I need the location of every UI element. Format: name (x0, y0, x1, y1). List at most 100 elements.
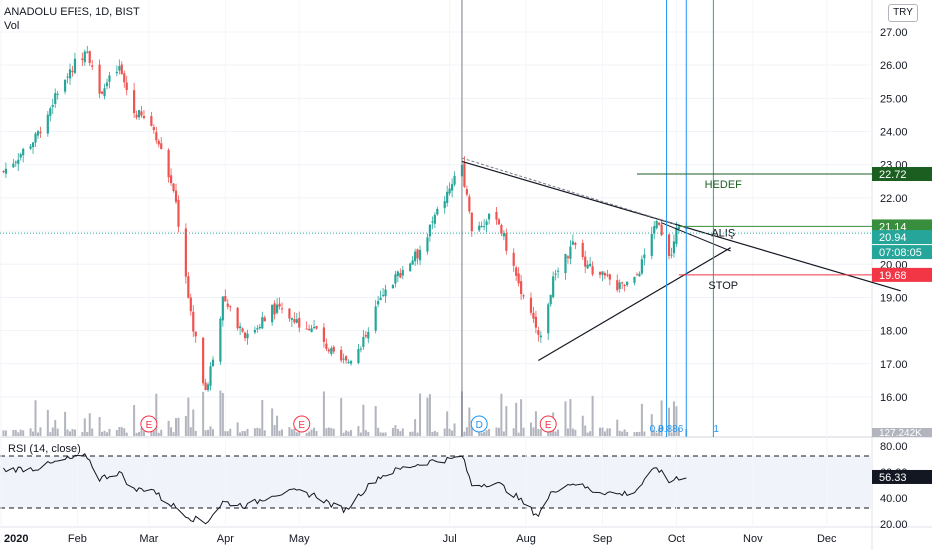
volume-bar (64, 411, 67, 436)
candle-body (537, 330, 540, 335)
candle-body (364, 334, 367, 337)
event-marker[interactable] (539, 415, 557, 433)
countdown-badge-bg (872, 245, 932, 260)
volume-bar (202, 391, 205, 436)
volume-bar (571, 428, 574, 436)
candle-body (86, 51, 89, 53)
volume-bar (589, 431, 592, 436)
volume-bar (601, 427, 604, 436)
candle-body (241, 328, 244, 332)
candle-body (293, 319, 296, 323)
candle-body (660, 224, 663, 236)
event-marker[interactable] (470, 415, 488, 433)
candle-body (520, 281, 523, 295)
candle-body (677, 227, 680, 229)
candle-body (258, 326, 261, 329)
volume-bar (276, 415, 279, 436)
volume-bar (88, 413, 91, 436)
candle-body (187, 276, 190, 298)
candle-body (532, 312, 535, 319)
candle-body (108, 75, 111, 82)
volume-bar (4, 430, 7, 436)
candle-body (601, 271, 604, 275)
candle-body (608, 274, 611, 280)
volume-bar (271, 408, 274, 436)
currency-button[interactable]: TRY (888, 4, 918, 22)
candle-body (280, 308, 284, 310)
triangle-right-edge[interactable] (661, 222, 731, 252)
volume-bar (108, 428, 111, 436)
volume-bar (359, 432, 362, 436)
candle-body (643, 254, 646, 259)
candle-body (137, 110, 141, 118)
candle-body (416, 249, 419, 259)
candle-body (29, 146, 32, 149)
symbol-title: ANADOLU EFES, 1D, BIST (4, 6, 140, 18)
volume-last-badge: 127.242K (879, 428, 922, 439)
candle-body (68, 69, 72, 79)
volume-bar (221, 393, 224, 436)
candle-body (209, 366, 212, 386)
candle-body (308, 329, 311, 331)
volume-bar (189, 427, 192, 436)
volume-bar (152, 431, 155, 436)
candle-body (650, 233, 653, 256)
event-marker[interactable] (140, 415, 158, 433)
volume-bar (246, 428, 249, 436)
candle-body (433, 214, 436, 224)
candle-body (39, 131, 42, 134)
candle-body (219, 318, 222, 362)
candle-body (349, 361, 353, 364)
event-marker-label: E (298, 420, 305, 431)
candle-body (278, 303, 281, 307)
volume-bar (29, 428, 32, 436)
volume-bar (557, 429, 560, 436)
volume-bar (660, 400, 663, 436)
volume-bar (399, 431, 402, 436)
event-marker[interactable] (293, 415, 311, 433)
volume-bar (377, 427, 380, 436)
candle-body (591, 266, 594, 275)
volume-bar (150, 432, 153, 436)
candle-body (446, 191, 449, 204)
volume-bar (495, 427, 498, 436)
candle-body (672, 241, 676, 254)
candle-body (357, 349, 360, 364)
candle-body (340, 349, 343, 361)
volume-bar (157, 432, 160, 436)
candle-body (342, 358, 345, 360)
volume-bar (115, 430, 118, 436)
dashed-trendline[interactable] (461, 157, 677, 225)
candle-body (377, 301, 380, 305)
volume-bar (465, 427, 468, 436)
candle-body (534, 316, 538, 328)
candle-body (256, 328, 259, 330)
candle-body (167, 149, 170, 178)
candle-body (512, 252, 515, 266)
volume-bar (239, 432, 242, 436)
time-tick-label: 2020 (4, 533, 28, 545)
volume-bar (133, 404, 136, 436)
volume-bar (32, 431, 35, 436)
volume-bar (401, 428, 404, 436)
volume-bar (581, 415, 584, 436)
candle-body (169, 175, 173, 184)
volume-bar (670, 432, 673, 436)
volume-bar (347, 431, 350, 436)
volume-bar (288, 427, 291, 436)
volume-bar (22, 430, 25, 436)
ascending-trendline[interactable] (538, 247, 731, 361)
candle-body (606, 274, 609, 276)
volume-bar (367, 431, 370, 436)
volume-bar (379, 432, 382, 436)
volume-bar (616, 419, 619, 436)
volume-bar (258, 428, 261, 436)
volume-bar (357, 426, 360, 436)
volume-bar (626, 431, 629, 436)
volume-bar (414, 419, 417, 436)
candle-body (391, 285, 395, 289)
volume-bar (342, 432, 345, 436)
volume-bar (362, 404, 365, 436)
volume-bar (608, 428, 611, 436)
